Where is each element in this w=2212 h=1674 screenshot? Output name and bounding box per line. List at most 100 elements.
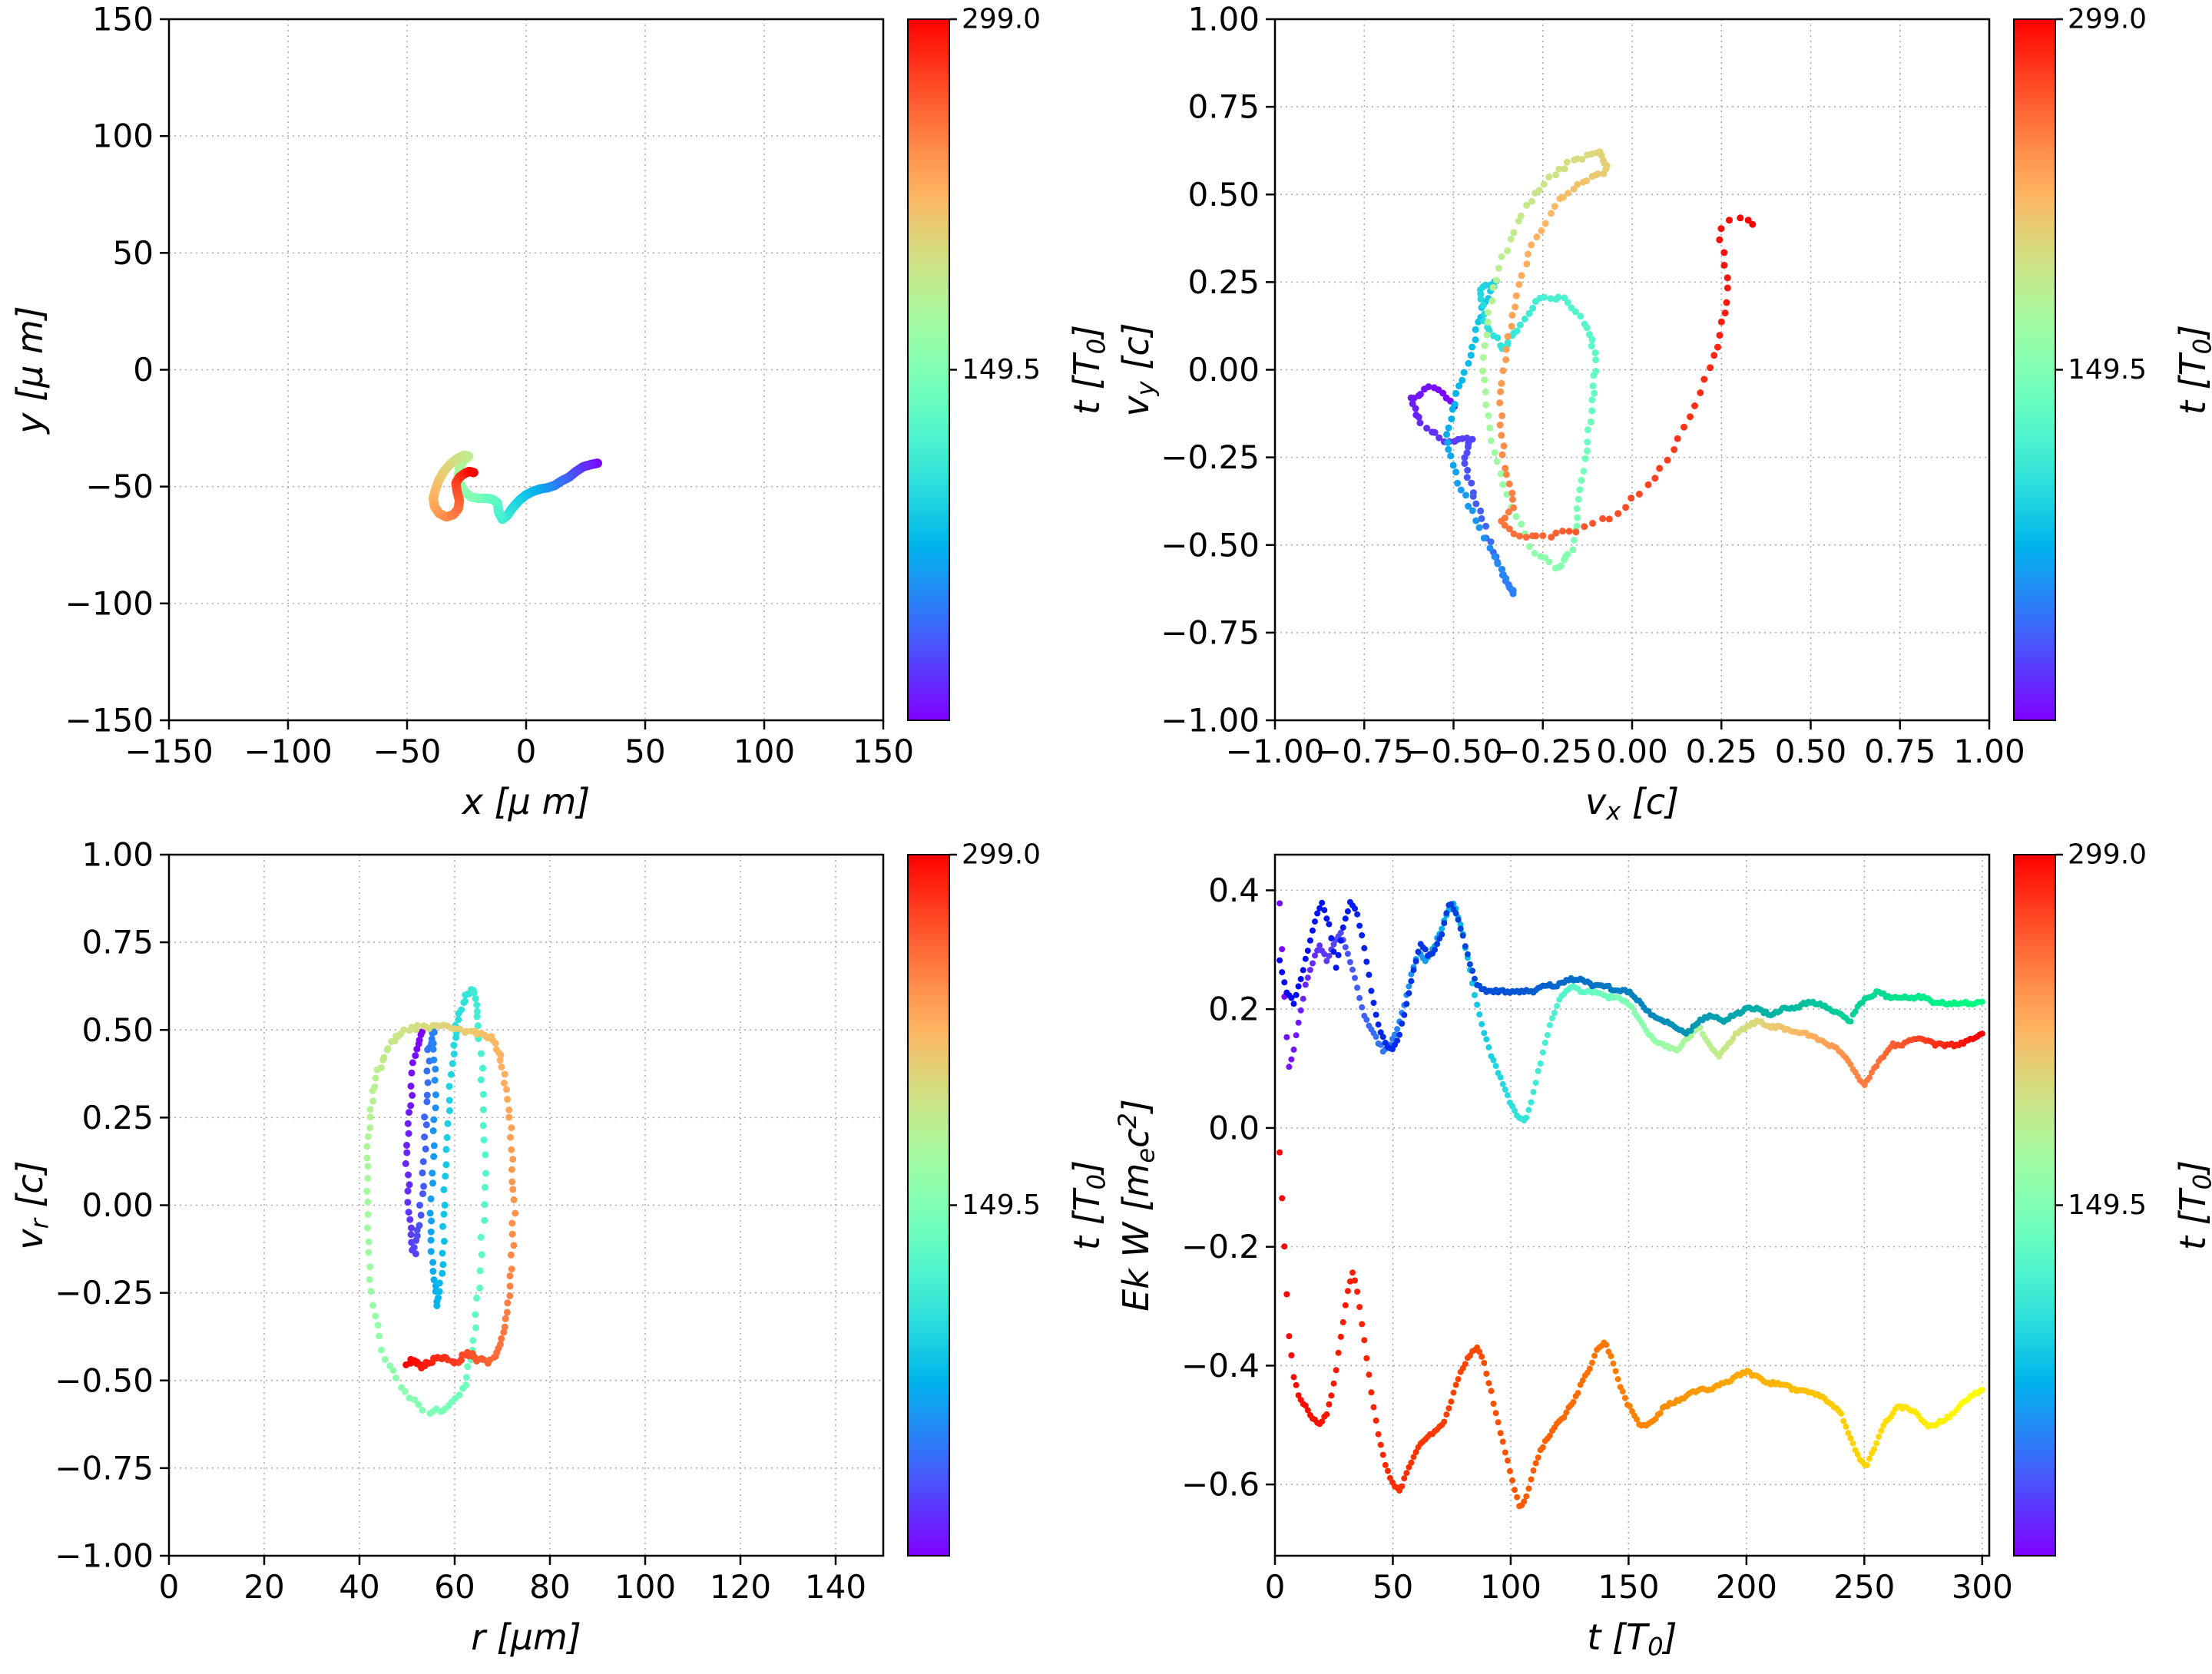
svg-text:0.50: 0.50 bbox=[81, 1011, 154, 1049]
svg-text:250: 250 bbox=[1833, 1568, 1895, 1606]
svg-text:150: 150 bbox=[853, 733, 914, 770]
svg-text:0.50: 0.50 bbox=[1187, 176, 1260, 213]
svg-text:0.75: 0.75 bbox=[81, 924, 154, 961]
tick-labels: 0 20 40 60 80 100 120 140 −1.00 −0.75 −0.50 −0.25 0.… bbox=[55, 836, 866, 1606]
svg-text:−0.75: −0.75 bbox=[1161, 614, 1260, 651]
svg-text:120: 120 bbox=[710, 1568, 771, 1606]
gridlines bbox=[1274, 855, 1989, 1556]
colorbar-tick-label: 299.0 bbox=[2068, 4, 2147, 35]
svg-text:50: 50 bbox=[624, 733, 665, 770]
colorbar-tick-label: 149.5 bbox=[2068, 354, 2147, 385]
svg-text:−0.4: −0.4 bbox=[1181, 1347, 1260, 1385]
svg-text:−0.75: −0.75 bbox=[55, 1449, 154, 1487]
tick-labels: −1.00−0.75−0.50−0.25 0.00 0.25 0.50 0.75 1.00… bbox=[1161, 1, 2025, 771]
colorbar-label: t [T0​] bbox=[2172, 325, 2212, 415]
svg-text:0.75: 0.75 bbox=[1864, 733, 1936, 770]
svg-text:−0.2: −0.2 bbox=[1181, 1228, 1260, 1265]
svg-text:−0.25: −0.25 bbox=[55, 1274, 154, 1312]
scatter-points bbox=[1407, 148, 1757, 597]
svg-text:−0.25: −0.25 bbox=[1493, 733, 1592, 770]
axes-border bbox=[1273, 853, 1991, 1557]
svg-text:80: 80 bbox=[529, 1568, 570, 1606]
tick-labels: −150 −100 −50 0 50 100 150 −150 −100 −50 0 50 100 150 bbox=[65, 1, 914, 771]
scatter-points bbox=[429, 450, 602, 524]
svg-text:0.25: 0.25 bbox=[1685, 733, 1757, 770]
scatter-points bbox=[1277, 898, 1985, 1510]
svg-text:−1.00: −1.00 bbox=[1226, 733, 1325, 770]
svg-text:−0.6: −0.6 bbox=[1181, 1466, 1260, 1504]
colorbar bbox=[2013, 18, 2056, 721]
svg-text:40: 40 bbox=[339, 1568, 379, 1606]
svg-text:−50: −50 bbox=[85, 468, 154, 505]
svg-text:150: 150 bbox=[92, 1, 154, 38]
svg-text:−0.50: −0.50 bbox=[1161, 526, 1260, 564]
y-axis-label: y [μ m] bbox=[9, 306, 51, 435]
svg-text:140: 140 bbox=[805, 1568, 866, 1606]
svg-text:0.0: 0.0 bbox=[1208, 1109, 1260, 1146]
svg-text:−0.50: −0.50 bbox=[55, 1361, 154, 1399]
svg-text:−1.00: −1.00 bbox=[1161, 702, 1260, 739]
svg-text:−0.75: −0.75 bbox=[1315, 733, 1414, 770]
gridlines bbox=[168, 854, 883, 1557]
svg-text:−0.25: −0.25 bbox=[1161, 438, 1260, 476]
subplot-xy-trajectory: −150 −100 −50 0 50 100 150 −150 −100 −50 0 50 100 150… bbox=[0, 0, 1111, 835]
svg-text:0: 0 bbox=[1265, 1568, 1286, 1606]
colorbar-label: t [T0​] bbox=[1066, 325, 1106, 415]
colorbar-label: t [T0​] bbox=[1066, 1160, 1106, 1250]
svg-text:300: 300 bbox=[1952, 1568, 2013, 1606]
x-axis-label: x [μ m] bbox=[461, 781, 590, 822]
svg-text:20: 20 bbox=[243, 1568, 284, 1606]
svg-text:1.00: 1.00 bbox=[1187, 1, 1260, 38]
svg-text:200: 200 bbox=[1716, 1568, 1777, 1606]
svg-text:−150: −150 bbox=[124, 733, 213, 770]
y-axis-label: Ek W [me​c2​] bbox=[1113, 1099, 1160, 1312]
svg-text:0.50: 0.50 bbox=[1775, 733, 1847, 770]
svg-text:100: 100 bbox=[92, 117, 154, 155]
x-axis-label: r [μm] bbox=[471, 1616, 581, 1658]
svg-text:−50: −50 bbox=[373, 733, 442, 770]
axes-border bbox=[167, 853, 885, 1557]
svg-text:100: 100 bbox=[1480, 1568, 1541, 1606]
svg-text:−100: −100 bbox=[243, 733, 332, 770]
chart-xy-trajectory: −150 −100 −50 0 50 100 150 −150 −100 −50 0 50 100 150… bbox=[9, 1, 1111, 823]
chart-r-vr: 0 20 40 60 80 100 120 140 −1.00 −0.75 −0.50 −0.25 0.… bbox=[9, 836, 1111, 1659]
tick-labels: 0 50 100 150 200 250 300 −0.6 −0.4 −0.2 0.0 0.2 0.4 bbox=[1181, 872, 2013, 1606]
gridlines bbox=[168, 18, 884, 721]
svg-text:1.00: 1.00 bbox=[1953, 733, 2025, 770]
svg-text:50: 50 bbox=[1373, 1568, 1413, 1606]
y-axis-label: vr​ [c] bbox=[9, 1160, 54, 1249]
subplot-vx-vy: −1.00 −0.75 −0.50 −0.25 0.00 0.25 0.50 0.75 1.00… bbox=[1106, 0, 2212, 835]
svg-text:100: 100 bbox=[614, 1568, 676, 1606]
colorbar bbox=[2013, 854, 2056, 1557]
svg-text:−1.00: −1.00 bbox=[55, 1537, 154, 1575]
subplot-r-vr: 0 20 40 60 80 100 120 140 −1.00 −0.75 −0.50 −0.25 0.… bbox=[0, 835, 1111, 1671]
svg-text:0.00: 0.00 bbox=[1596, 733, 1668, 770]
subplot-energy-vs-time: 0 50 100 150 200 250 300 −0.6 −0.4 −0.2 0.0 0.2 0.4 t… bbox=[1106, 835, 2212, 1671]
svg-text:150: 150 bbox=[1598, 1568, 1659, 1606]
svg-text:0.2: 0.2 bbox=[1208, 991, 1260, 1028]
svg-text:0: 0 bbox=[133, 351, 154, 389]
x-axis-label: t [T0​] bbox=[1587, 1616, 1677, 1661]
x-axis-label: vx​ [c] bbox=[1585, 781, 1679, 825]
colorbar-tick-label: 149.5 bbox=[2068, 1189, 2147, 1221]
svg-text:−150: −150 bbox=[65, 702, 154, 739]
svg-text:−100: −100 bbox=[65, 584, 154, 622]
colorbar-tick-label: 299.0 bbox=[962, 839, 1041, 871]
svg-text:0.00: 0.00 bbox=[1187, 351, 1260, 389]
colorbar-label: t [T0​] bbox=[2172, 1160, 2212, 1250]
gridlines bbox=[1274, 18, 1990, 721]
chart-vx-vy: −1.00−0.75−0.50−0.25 0.00 0.25 0.50 0.75 1.00… bbox=[1115, 1, 2212, 826]
svg-text:50: 50 bbox=[113, 234, 154, 272]
svg-text:60: 60 bbox=[434, 1568, 475, 1606]
colorbar-tick-label: 149.5 bbox=[962, 354, 1041, 385]
svg-text:0.25: 0.25 bbox=[81, 1099, 154, 1136]
colorbar bbox=[907, 18, 950, 721]
svg-text:0: 0 bbox=[159, 1568, 180, 1606]
svg-text:0: 0 bbox=[516, 733, 537, 770]
colorbar-tick-label: 149.5 bbox=[962, 1189, 1041, 1221]
svg-text:0.75: 0.75 bbox=[1187, 88, 1260, 126]
chart-energy-vs-time: 0 50 100 150 200 250 300 −0.6 −0.4 −0.2 0.0 0.2 0.4 t… bbox=[1113, 839, 2212, 1662]
colorbar bbox=[907, 854, 950, 1557]
scatter-points bbox=[363, 986, 519, 1418]
